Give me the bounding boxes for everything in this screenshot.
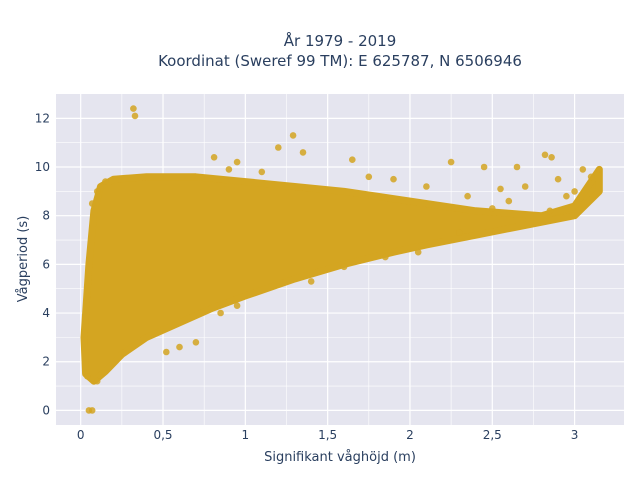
data-point-42 — [233, 302, 241, 310]
data-point-32 — [192, 339, 200, 346]
data-point-15 — [579, 166, 587, 173]
x-tick-label-6: 3 — [571, 428, 579, 442]
data-point-3 — [88, 407, 96, 414]
data-point-41 — [456, 229, 463, 236]
data-point-5 — [210, 154, 218, 161]
data-point-46 — [102, 178, 109, 185]
y-tick-label-4: 8 — [42, 209, 50, 223]
x-axis-label: Signifikant våghöjd (m) — [264, 450, 416, 465]
data-point-29 — [225, 166, 233, 173]
data-point-8 — [233, 158, 241, 166]
data-point-17 — [596, 166, 603, 173]
data-point-24 — [489, 205, 496, 212]
y-tick-label-0: 0 — [42, 403, 50, 417]
data-point-6 — [275, 144, 282, 151]
data-point-14 — [548, 154, 555, 161]
x-tick-label-2: 1 — [242, 428, 250, 442]
data-point-45 — [93, 188, 101, 195]
data-point-12 — [513, 163, 521, 171]
data-point-26 — [571, 188, 578, 195]
data-point-28 — [258, 168, 266, 176]
data-point-20 — [563, 192, 570, 200]
chart-title-line-2: Koordinat (Sweref 99 TM): E 625787, N 65… — [158, 52, 522, 70]
data-point-10 — [447, 158, 455, 166]
y-axis-label: Vågperiod (s) — [16, 216, 31, 303]
data-point-23 — [505, 197, 513, 205]
x-tick-label-0: 0 — [77, 428, 85, 442]
data-point-38 — [340, 263, 348, 271]
data-point-40 — [414, 248, 422, 256]
data-point-35 — [84, 373, 91, 380]
data-point-37 — [307, 278, 315, 285]
x-tick-label-1: 0,5 — [153, 428, 172, 442]
data-points — [80, 105, 603, 414]
data-point-18 — [521, 183, 529, 190]
x-axis-ticks: 0 0,5 1 1,5 2 2,5 3 — [77, 428, 579, 442]
y-tick-label-3: 6 — [42, 257, 50, 271]
data-point-36 — [93, 377, 101, 385]
data-point-19 — [554, 175, 562, 183]
data-point-27 — [390, 175, 397, 183]
y-tick-label-1: 2 — [42, 355, 50, 369]
y-axis-ticks: 0 2 4 6 8 10 12 — [35, 111, 50, 417]
x-tick-label-3: 1,5 — [318, 428, 337, 442]
data-point-43 — [217, 309, 224, 317]
data-point-30 — [365, 173, 373, 181]
data-point-31 — [423, 183, 430, 190]
data-point-13 — [541, 151, 549, 159]
data-point-1 — [131, 112, 139, 120]
data-point-22 — [464, 192, 471, 200]
data-point-9 — [349, 156, 356, 163]
x-tick-label-5: 2,5 — [483, 428, 502, 442]
y-tick-label-6: 12 — [35, 111, 50, 125]
chart-title-line-1: År 1979 - 2019 — [284, 31, 397, 50]
data-point-16 — [587, 173, 595, 181]
data-point-34 — [176, 343, 183, 351]
data-point-7 — [299, 149, 307, 156]
data-point-33 — [163, 348, 170, 356]
data-point-4 — [289, 132, 297, 139]
data-point-11 — [480, 163, 488, 171]
data-point-21 — [497, 185, 504, 193]
data-point-0 — [130, 105, 137, 112]
y-tick-label-5: 10 — [35, 160, 50, 174]
x-tick-label-4: 2 — [406, 428, 414, 442]
data-point-44 — [88, 200, 96, 207]
data-point-25 — [546, 207, 554, 215]
y-tick-label-2: 4 — [42, 306, 50, 320]
data-point-39 — [382, 253, 389, 261]
